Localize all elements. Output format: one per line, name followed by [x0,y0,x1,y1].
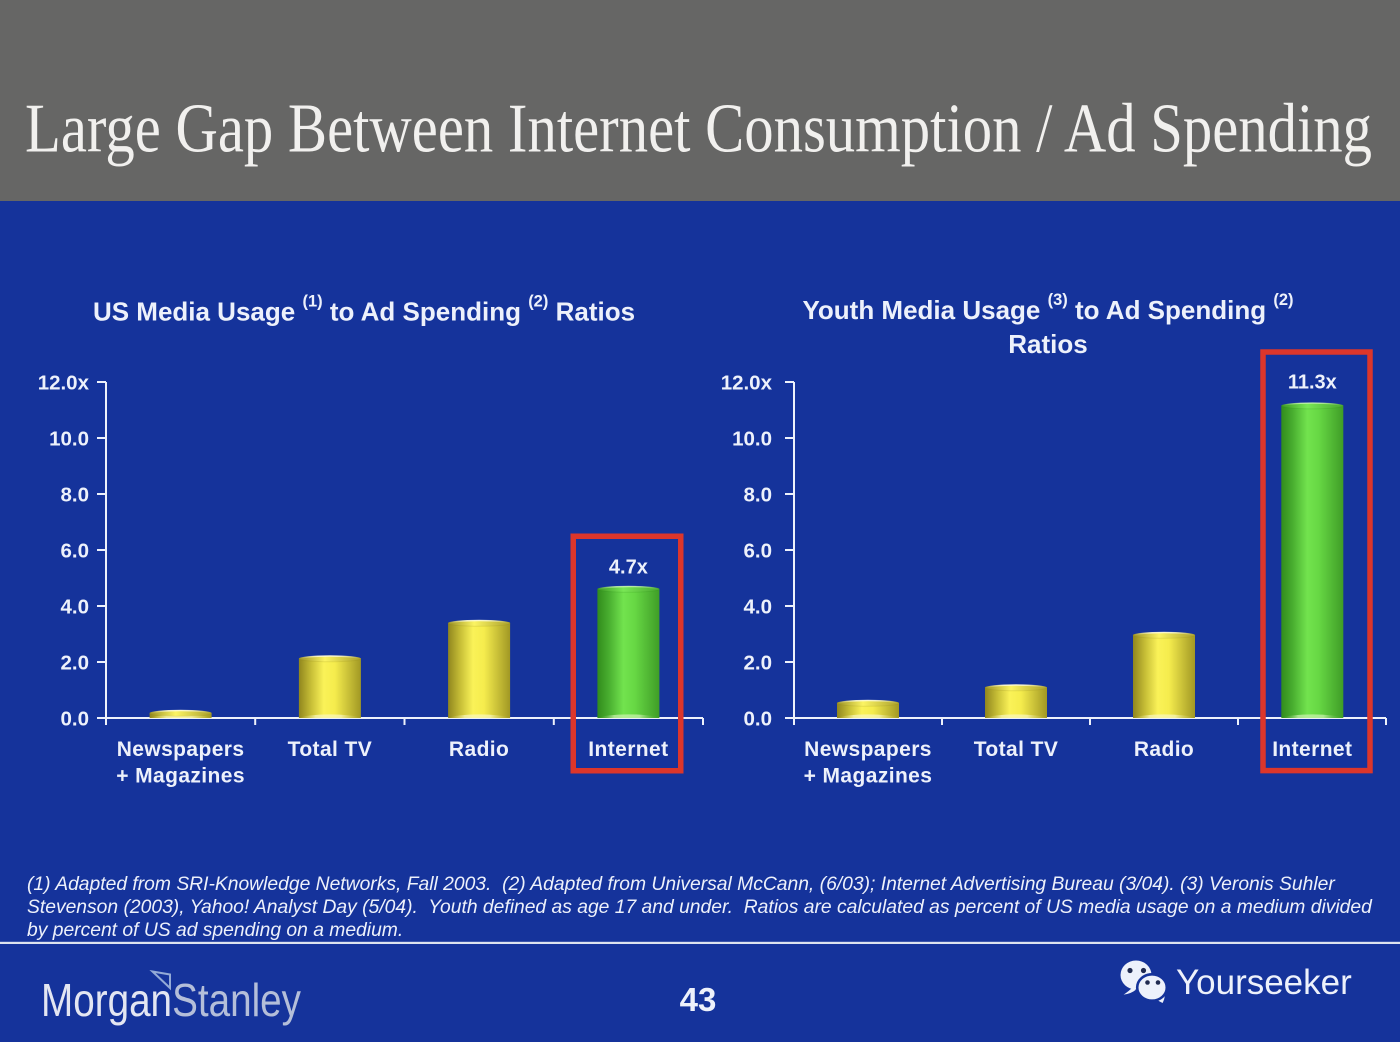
svg-text:Ratios: Ratios [1008,329,1087,359]
svg-text:4.0: 4.0 [744,596,773,619]
svg-text:Radio: Radio [449,738,509,761]
svg-text:Youth Media Usage (3) to Ad Sp: Youth Media Usage (3) to Ad Spending (2) [802,291,1293,325]
svg-text:6.0: 6.0 [61,540,90,563]
svg-text:10.0: 10.0 [732,428,772,451]
svg-text:Stevenson (2003), Yahoo! Analy: Stevenson (2003), Yahoo! Analyst Day (5/… [27,897,1373,918]
svg-text:+ Magazines: + Magazines [804,765,933,788]
svg-text:8.0: 8.0 [744,484,773,507]
svg-text:12.0x: 12.0x [721,372,773,395]
svg-text:Internet: Internet [588,738,668,761]
svg-text:6.0: 6.0 [744,540,773,563]
svg-text:2.0: 2.0 [744,652,773,675]
svg-text:0.0: 0.0 [744,708,773,731]
svg-text:Large Gap Between Internet Con: Large Gap Between Internet Consumption /… [25,91,1372,168]
svg-text:10.0: 10.0 [49,428,89,451]
svg-text:Radio: Radio [1134,738,1194,761]
svg-text:4.7x: 4.7x [609,557,648,579]
svg-text:0.0: 0.0 [61,708,90,731]
svg-text:43: 43 [680,981,717,1018]
svg-text:Newspapers: Newspapers [117,738,245,761]
svg-text:8.0: 8.0 [61,484,90,507]
svg-text:US Media Usage (1) to Ad Spend: US Media Usage (1) to Ad Spending (2) Ra… [93,292,635,326]
svg-text:MorganStanley: MorganStanley [41,974,302,1026]
svg-text:Total TV: Total TV [288,738,372,761]
svg-text:4.0: 4.0 [61,596,90,619]
svg-text:by percent of US ad spending o: by percent of US ad spending on a medium… [27,920,403,941]
svg-text:2.0: 2.0 [61,652,90,675]
svg-text:+ Magazines: + Magazines [116,765,245,788]
svg-text:12.0x: 12.0x [38,372,90,395]
svg-text:11.3x: 11.3x [1288,372,1337,394]
svg-text:Total TV: Total TV [974,738,1058,761]
svg-text:Yourseeker: Yourseeker [1176,963,1352,1002]
svg-text:(1) Adapted from SRI-Knowledge: (1) Adapted from SRI-Knowledge Networks,… [27,874,1336,895]
svg-text:Internet: Internet [1272,738,1352,761]
svg-text:Newspapers: Newspapers [804,738,932,761]
